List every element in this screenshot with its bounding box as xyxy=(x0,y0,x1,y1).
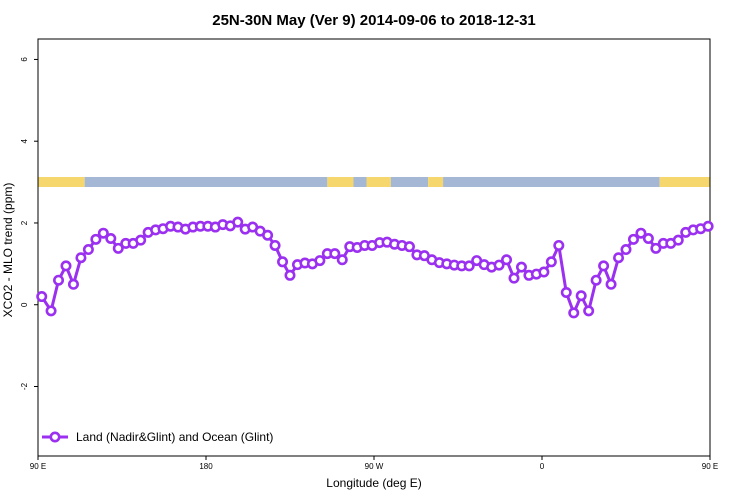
data-point xyxy=(590,274,602,286)
chart-title: 25N-30N May (Ver 9) 2014-09-06 to 2018-1… xyxy=(212,12,536,29)
data-point xyxy=(75,252,87,264)
data-point xyxy=(575,290,587,302)
data-point xyxy=(508,272,520,284)
y-tick-label: 4 xyxy=(20,138,29,143)
data-point xyxy=(112,242,124,254)
data-point xyxy=(82,244,94,256)
data-point xyxy=(627,233,639,245)
y-axis-title: XCO2 - MLO trend (ppm) xyxy=(1,183,15,318)
data-point xyxy=(620,244,632,256)
y-tick-label: -2 xyxy=(20,382,29,390)
data-point xyxy=(493,259,505,271)
legend: Land (Nadir&Glint) and Ocean (Glint) xyxy=(42,430,273,444)
y-tick-label: 6 xyxy=(20,57,29,62)
x-tick-label: 90 E xyxy=(702,462,718,471)
data-point xyxy=(568,307,580,319)
legend-label: Land (Nadir&Glint) and Ocean (Glint) xyxy=(76,430,273,444)
data-point xyxy=(135,234,147,246)
legend-marker xyxy=(49,431,61,443)
data-point xyxy=(269,239,281,251)
data-point xyxy=(36,291,48,303)
data-point xyxy=(598,260,610,272)
x-axis: 90 E 180 90 W 0 90 E xyxy=(30,456,718,471)
data-point xyxy=(60,260,72,272)
data-point xyxy=(553,239,565,251)
data-point xyxy=(560,286,572,298)
data-point xyxy=(583,305,595,317)
land-band-segment xyxy=(366,177,391,187)
data-point xyxy=(284,269,296,281)
series-layer xyxy=(36,216,714,319)
y-tick-label: 2 xyxy=(20,220,29,225)
x-tick-label: 90 E xyxy=(30,462,46,471)
data-point xyxy=(90,233,102,245)
data-point xyxy=(642,233,654,245)
ocean-band-segment xyxy=(84,177,328,187)
data-point xyxy=(613,252,625,264)
data-point xyxy=(232,216,244,228)
data-point xyxy=(329,248,341,260)
data-point xyxy=(515,261,527,273)
land-ocean-band xyxy=(38,177,710,187)
land-band-segment xyxy=(38,177,85,187)
ocean-band-segment xyxy=(443,177,660,187)
data-point xyxy=(672,234,684,246)
data-point xyxy=(53,274,65,286)
x-tick-label: 0 xyxy=(540,462,545,471)
land-band-segment xyxy=(327,177,354,187)
land-band-segment xyxy=(659,177,710,187)
x-tick-label: 180 xyxy=(199,462,213,471)
data-point xyxy=(635,227,647,239)
data-point xyxy=(403,241,415,253)
data-point xyxy=(262,229,274,241)
data-point xyxy=(463,260,475,272)
data-point xyxy=(538,266,550,278)
data-point xyxy=(67,278,79,290)
data-point xyxy=(97,227,109,239)
data-point xyxy=(45,305,57,317)
ocean-band-segment xyxy=(390,177,429,187)
data-point xyxy=(105,233,117,245)
data-point xyxy=(702,220,714,232)
data-point xyxy=(650,242,662,254)
x-axis-title: Longitude (deg E) xyxy=(326,476,421,490)
data-point xyxy=(336,254,348,266)
land-band-segment xyxy=(428,177,444,187)
data-point xyxy=(545,256,557,268)
data-point xyxy=(501,254,513,266)
data-point xyxy=(314,255,326,267)
ocean-band-segment xyxy=(353,177,367,187)
data-point xyxy=(605,278,617,290)
y-axis: -2 0 2 4 6 xyxy=(20,57,38,390)
data-point xyxy=(277,256,289,268)
y-tick-label: 0 xyxy=(20,302,29,307)
x-tick-label: 90 W xyxy=(365,462,384,471)
